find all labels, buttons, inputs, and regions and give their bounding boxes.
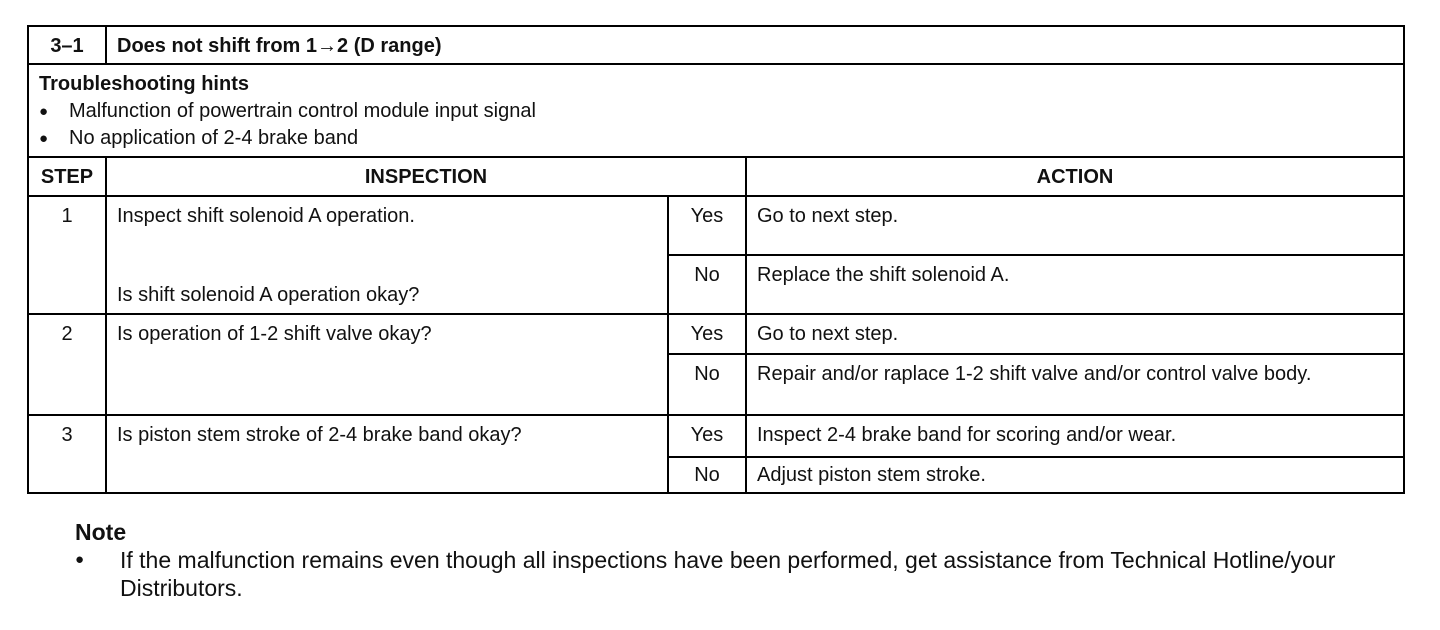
hints: Troubleshooting hints Malfunction of pow… [27, 63, 1405, 158]
action: Adjust piston stem stroke. [745, 456, 1405, 494]
hint: Malfunction of powertrain control module… [39, 98, 1393, 125]
inspection: Is piston stem stroke of 2-4 brake band … [105, 414, 669, 494]
code: 3–1 [27, 25, 107, 65]
answer: No [667, 456, 747, 494]
col-header: INSPECTION [105, 156, 747, 197]
answer: Yes [667, 195, 747, 256]
step: 2 [27, 313, 107, 416]
step: 3 [27, 414, 107, 494]
hints-title: Troubleshooting hints [39, 73, 249, 95]
inspection-text: Inspect shift solenoid A operation. [117, 205, 415, 227]
col-header: STEP [27, 156, 107, 197]
note-title: Note [75, 519, 127, 545]
answer: Yes [667, 313, 747, 355]
inspection-question: Is shift solenoid A operation okay? [117, 284, 420, 306]
answer: No [667, 254, 747, 315]
col-header: ACTION [745, 156, 1405, 197]
step: 1 [27, 195, 107, 315]
action: Go to next step. [745, 313, 1405, 355]
action: Repair and/or raplace 1-2 shift valve an… [745, 353, 1405, 416]
hint: No application of 2-4 brake band [39, 125, 1393, 152]
inspection: Inspect shift solenoid A operation. Is s… [105, 195, 669, 315]
action: Replace the shift solenoid A. [745, 254, 1405, 315]
note: Note If the malfunction remains even tho… [75, 518, 1375, 602]
inspection: Is operation of 1-2 shift valve okay? [105, 313, 669, 416]
action: Go to next step. [745, 195, 1405, 256]
answer: No [667, 353, 747, 416]
answer: Yes [667, 414, 747, 458]
action: Inspect 2-4 brake band for scoring and/o… [745, 414, 1405, 458]
title: Does not shift from 1→2 (D range) [105, 25, 1405, 65]
note-item: If the malfunction remains even though a… [75, 546, 1375, 602]
